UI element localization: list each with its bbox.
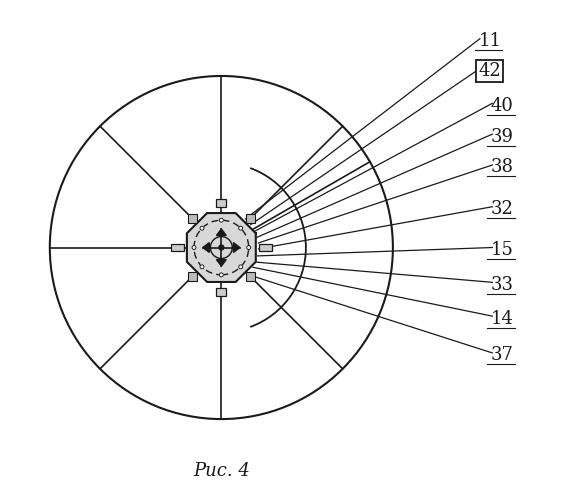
Text: 37: 37	[491, 346, 514, 364]
Polygon shape	[187, 213, 256, 282]
Polygon shape	[217, 260, 226, 266]
Bar	[188, 272, 197, 281]
Text: 38: 38	[491, 158, 514, 176]
Bar	[217, 288, 226, 296]
Circle shape	[239, 226, 243, 230]
Circle shape	[200, 226, 204, 230]
Bar	[259, 244, 272, 251]
Bar	[171, 244, 184, 251]
Polygon shape	[203, 242, 209, 252]
Circle shape	[219, 218, 223, 222]
Polygon shape	[234, 242, 240, 252]
Text: 33: 33	[491, 276, 514, 294]
Polygon shape	[217, 229, 226, 235]
Circle shape	[219, 273, 223, 277]
Circle shape	[200, 265, 204, 269]
Text: 39: 39	[491, 128, 514, 146]
Text: Рис. 4: Рис. 4	[193, 462, 250, 480]
Text: 14: 14	[491, 310, 514, 328]
Circle shape	[247, 246, 251, 250]
Text: 15: 15	[491, 241, 514, 259]
Circle shape	[219, 245, 224, 250]
Text: 32: 32	[491, 200, 514, 218]
Text: 42: 42	[479, 62, 501, 80]
Bar	[188, 214, 197, 223]
Bar	[246, 272, 255, 281]
Circle shape	[192, 246, 196, 250]
Text: 40: 40	[491, 97, 514, 115]
Bar	[217, 200, 226, 207]
Bar	[246, 214, 255, 223]
Circle shape	[239, 265, 243, 269]
Text: 11: 11	[479, 32, 501, 50]
